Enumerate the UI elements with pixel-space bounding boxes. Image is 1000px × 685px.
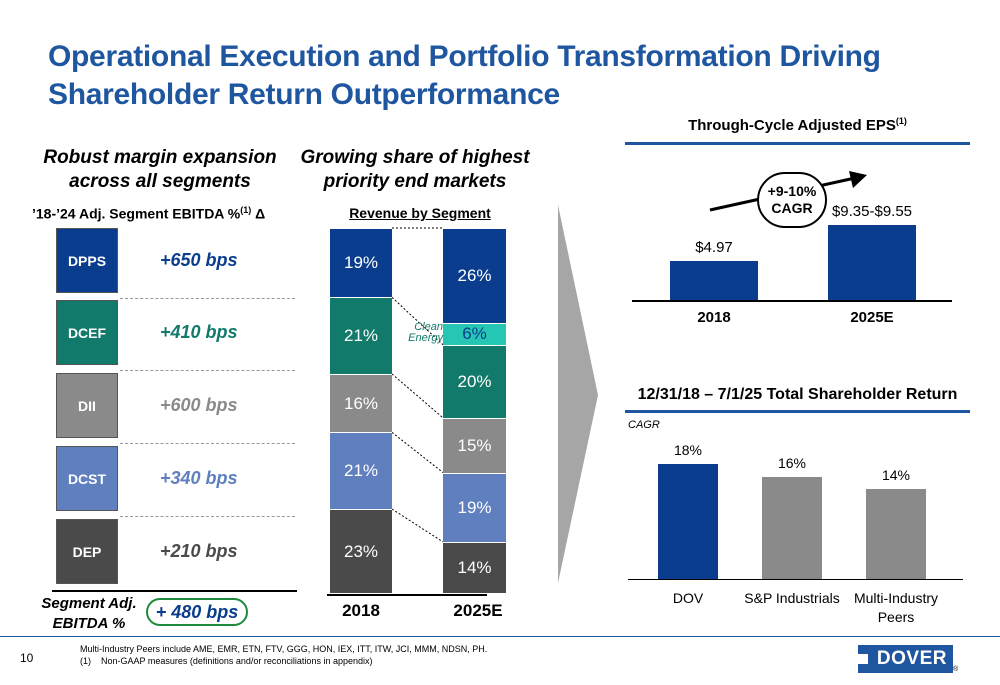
segment-divider [120, 443, 295, 444]
tsr-value-label: 16% [777, 454, 807, 471]
eps-axis-line [632, 300, 952, 302]
revenue-bar-clean-energy-2025e: 6% [443, 322, 506, 345]
subheading-footnote: (1) [240, 205, 252, 215]
segment-divider [120, 370, 295, 371]
eps-title-rule [625, 142, 970, 145]
margin-panel-subheading: ’18-’24 Adj. Segment EBITDA %(1) Δ [32, 205, 302, 222]
revenue-panel-heading: Growing share of highest priority end ma… [300, 147, 530, 192]
tsr-chart-title: 12/31/18 – 7/1/25 Total Shareholder Retu… [637, 386, 958, 403]
eps-value-label-2018: $4.97 [695, 238, 733, 256]
segment-box-dcst: DCST [56, 446, 118, 511]
revenue-bar-dii-2025e: 15% [443, 417, 506, 473]
eps-value-label-2025e: $9.35-$9.55 [831, 203, 913, 221]
eps-x-label-2025e: 2025E [850, 309, 894, 326]
eps-x-label-2018: 2018 [697, 309, 731, 326]
tsr-y-label: CAGR [628, 419, 660, 431]
revenue-bar-dcef-2025e: 20% [443, 344, 506, 418]
segment-divider [120, 298, 295, 299]
segment-value-dcst: +340 bps [160, 468, 238, 488]
footnote-peers: Multi-Industry Peers include AME, EMR, E… [80, 644, 488, 654]
total-divider [52, 590, 297, 592]
tsr-bar-multi-industry-peers [866, 489, 926, 579]
segment-value-dep: +210 bps [160, 541, 238, 561]
tsr-value-label: 18% [673, 441, 703, 458]
segment-divider [120, 516, 295, 517]
logo-mark-icon [858, 654, 868, 664]
tsr-axis-line [628, 579, 963, 580]
total-label: Segment Adj. EBITDA % [41, 595, 137, 632]
segment-connector-line [391, 373, 444, 419]
segment-connector-line [391, 508, 444, 543]
revenue-chart-title: Revenue by Segment [349, 205, 491, 221]
logo-text: DOVER [876, 648, 947, 669]
segment-value-dpps: +650 bps [160, 250, 238, 270]
revenue-bar-dcst-2025e: 19% [443, 472, 506, 542]
revenue-bar-dii-2018: 16% [330, 374, 392, 433]
revenue-bar-dpps-2025e: 26% [443, 228, 506, 323]
segment-value-dcef: +410 bps [160, 322, 238, 342]
revenue-bar-dep-2018: 23% [330, 509, 392, 593]
dover-logo: DOVER [858, 645, 953, 673]
segment-box-dep: DEP [56, 519, 118, 584]
revenue-x-label-2025e: 2025E [453, 601, 503, 620]
tsr-bar-dov [658, 463, 718, 579]
tsr-x-label: S&P Industrials [744, 590, 840, 606]
eps-bar-2018 [670, 260, 758, 300]
eps-chart-title: Through-Cycle Adjusted EPS(1) [625, 116, 970, 134]
segment-value-dii: +600 bps [160, 395, 238, 415]
footnote-non-gaap: (1) Non-GAAP measures (definitions and/o… [80, 656, 373, 666]
revenue-bar-dcst-2018: 21% [330, 432, 392, 510]
revenue-bar-dcef-2018: 21% [330, 297, 392, 374]
page-number: 10 [20, 651, 34, 665]
tsr-bar-s-p-industrials [762, 476, 822, 579]
chevron-arrow-icon [558, 205, 598, 583]
segment-box-dpps: DPPS [56, 228, 118, 293]
clean-energy-annotation: Clean Energy [408, 321, 443, 344]
revenue-connector-lines [391, 227, 444, 543]
page-title: Operational Execution and Portfolio Tran… [48, 40, 881, 111]
revenue-bar-dpps-2018: 19% [330, 228, 392, 298]
eps-title-footnote: (1) [895, 116, 907, 126]
segment-connector-line [391, 432, 444, 473]
margin-panel-heading: Robust margin expansion across all segme… [43, 147, 277, 192]
tsr-title-rule [625, 410, 970, 413]
tsr-x-label: DOV [672, 590, 704, 606]
revenue-bar-dep-2025e: 14% [443, 541, 506, 593]
subheading-delta: Δ [251, 205, 266, 222]
logo-registered-mark: ® [953, 666, 959, 673]
revenue-x-label-2018: 2018 [342, 601, 380, 620]
tsr-value-label: 14% [881, 467, 911, 484]
eps-bar-2025e [828, 225, 916, 300]
footer-rule [0, 636, 1000, 637]
subheading-text: ’18-’24 Adj. Segment EBITDA % [32, 205, 241, 222]
tsr-x-label: Multi-Industry Peers [853, 590, 939, 625]
segment-box-dcef: DCEF [56, 300, 118, 365]
revenue-axis-line [327, 594, 487, 596]
segment-box-dii: DII [56, 373, 118, 438]
eps-title-text: Through-Cycle Adjusted EPS [688, 117, 896, 134]
eps-cagr-callout: +9-10% CAGR [757, 172, 827, 228]
total-value-badge: + 480 bps [146, 598, 248, 626]
